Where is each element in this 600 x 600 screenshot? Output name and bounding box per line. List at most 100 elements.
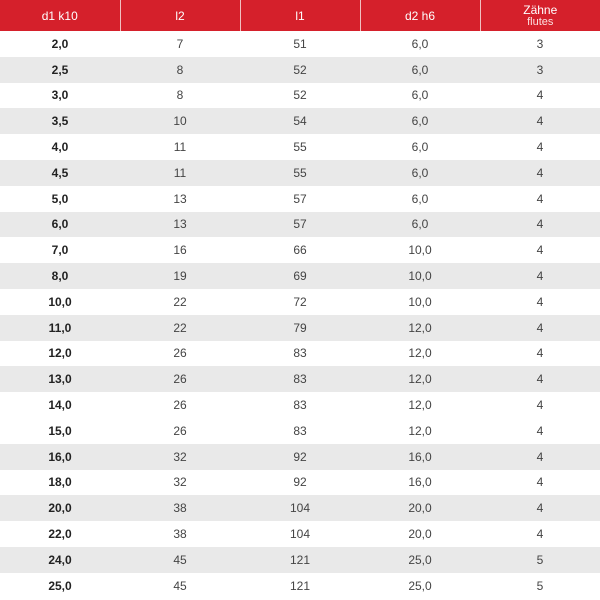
cell-l1: 83 (293, 398, 307, 413)
cell-d1: 7,0 (51, 243, 69, 258)
cell-d2: 6,0 (360, 211, 480, 238)
cell-flutes: 4 (536, 243, 544, 258)
cell-d1: 3,0 (51, 88, 69, 103)
cell-flutes: 4 (536, 140, 544, 155)
cell-l2: 11 (120, 159, 240, 186)
table-row: 16,0 32 92 16,0 4 (0, 443, 600, 470)
cell-l1: 83 (293, 346, 307, 361)
cell-l1: 121 (289, 578, 311, 593)
cell-l2: 8 (120, 56, 240, 83)
header-l1: l1 (239, 0, 360, 31)
cell-flutes: 4 (480, 159, 600, 186)
cell-l1: 66 (293, 243, 307, 258)
table-row: 3,0 8 52 6,0 4 (0, 83, 600, 109)
cell-l2: 8 (176, 88, 184, 103)
cell-d2: 12,0 (360, 366, 480, 393)
cell-d1: 25,0 (48, 578, 72, 593)
cell-flutes: 4 (536, 423, 544, 438)
cell-l1: 57 (293, 191, 307, 206)
cell-l1: 72 (293, 294, 307, 309)
cell-flutes: 4 (536, 475, 544, 490)
cell-flutes: 4 (480, 263, 600, 289)
cell-l2: 26 (173, 423, 187, 438)
table-row: 6,0 13 57 6,0 4 (0, 211, 600, 238)
table-row: 2,0 7 51 6,0 3 (0, 31, 600, 57)
table-row: 8,0 19 69 10,0 4 (0, 263, 600, 289)
cell-l1: 69 (240, 263, 360, 289)
table-row: 11,0 22 79 12,0 4 (0, 314, 600, 341)
cell-flutes: 4 (480, 443, 600, 470)
cell-flutes: 3 (536, 36, 544, 51)
cell-d2: 6,0 (360, 56, 480, 83)
cell-l2: 38 (120, 495, 240, 522)
table-row: 18,0 32 92 16,0 4 (0, 470, 600, 496)
cell-flutes: 4 (536, 527, 544, 542)
cell-d2: 12,0 (408, 398, 432, 413)
cell-flutes: 4 (536, 191, 544, 206)
table-row: 22,0 38 104 20,0 4 (0, 521, 600, 547)
cell-l2: 45 (173, 578, 187, 593)
cell-l1: 54 (240, 108, 360, 135)
cell-d1: 15,0 (48, 423, 72, 438)
cell-d1: 6,0 (0, 211, 120, 238)
cell-d2: 10,0 (360, 263, 480, 289)
table-body: 2,0 7 51 6,0 3 2,5 8 52 6,0 3 3,0 8 52 6,0 4 3,5 10 54 6,0… (0, 31, 600, 599)
cell-d2: 12,0 (408, 346, 432, 361)
cell-l1: 52 (293, 88, 307, 103)
cell-d1: 14,0 (48, 398, 72, 413)
cell-flutes: 4 (536, 346, 544, 361)
cell-d1: 13,0 (0, 366, 120, 393)
cell-flutes: 5 (480, 546, 600, 573)
cell-d2: 6,0 (360, 108, 480, 135)
header-row: d1 k10 l2 l1 d2 h6 Zähne flutes (0, 0, 600, 31)
table-header: d1 k10 l2 l1 d2 h6 Zähne flutes (0, 0, 600, 31)
cell-l2: 13 (173, 191, 187, 206)
cell-d1: 4,5 (0, 159, 120, 186)
table-row: 10,0 22 72 10,0 4 (0, 289, 600, 315)
cell-d1: 16,0 (0, 443, 120, 470)
cell-l2: 7 (176, 36, 184, 51)
cell-d2: 16,0 (408, 475, 432, 490)
cell-flutes: 4 (480, 108, 600, 135)
cell-d2: 25,0 (360, 546, 480, 573)
cell-l2: 16 (173, 243, 187, 258)
table-row: 24,0 45 121 25,0 5 (0, 546, 600, 573)
cell-d1: 3,5 (0, 108, 120, 135)
cell-d2: 20,0 (360, 495, 480, 522)
cell-flutes: 5 (536, 578, 544, 593)
table-row: 4,5 11 55 6,0 4 (0, 159, 600, 186)
cell-l1: 57 (240, 211, 360, 238)
cell-d1: 2,0 (51, 36, 69, 51)
table-row: 15,0 26 83 12,0 4 (0, 418, 600, 444)
table-row: 4,0 11 55 6,0 4 (0, 134, 600, 160)
cell-d1: 4,0 (51, 140, 69, 155)
cell-flutes: 4 (536, 88, 544, 103)
cell-l1: 121 (240, 546, 360, 573)
cell-d2: 25,0 (408, 578, 432, 593)
cell-l1: 104 (240, 495, 360, 522)
table-row: 14,0 26 83 12,0 4 (0, 392, 600, 418)
cell-d2: 6,0 (360, 159, 480, 186)
cell-d1: 20,0 (0, 495, 120, 522)
cell-d1: 24,0 (0, 546, 120, 573)
table-row: 13,0 26 83 12,0 4 (0, 366, 600, 393)
cell-l2: 10 (120, 108, 240, 135)
cell-l1: 51 (293, 36, 307, 51)
cell-d1: 12,0 (48, 346, 72, 361)
cell-d2: 12,0 (360, 314, 480, 341)
cell-l1: 55 (293, 140, 307, 155)
cell-l1: 92 (240, 443, 360, 470)
cell-l2: 13 (120, 211, 240, 238)
cell-d1: 2,5 (0, 56, 120, 83)
cell-l2: 19 (120, 263, 240, 289)
cell-flutes: 3 (480, 56, 600, 83)
cell-l2: 45 (120, 546, 240, 573)
cell-l2: 38 (173, 527, 187, 542)
cell-l2: 22 (173, 294, 187, 309)
table-row: 2,5 8 52 6,0 3 (0, 56, 600, 83)
header-flutes-sub: flutes (527, 15, 554, 28)
cell-l1: 55 (240, 159, 360, 186)
cell-l2: 32 (120, 443, 240, 470)
cell-l1: 104 (289, 527, 311, 542)
cell-d1: 10,0 (48, 294, 72, 309)
